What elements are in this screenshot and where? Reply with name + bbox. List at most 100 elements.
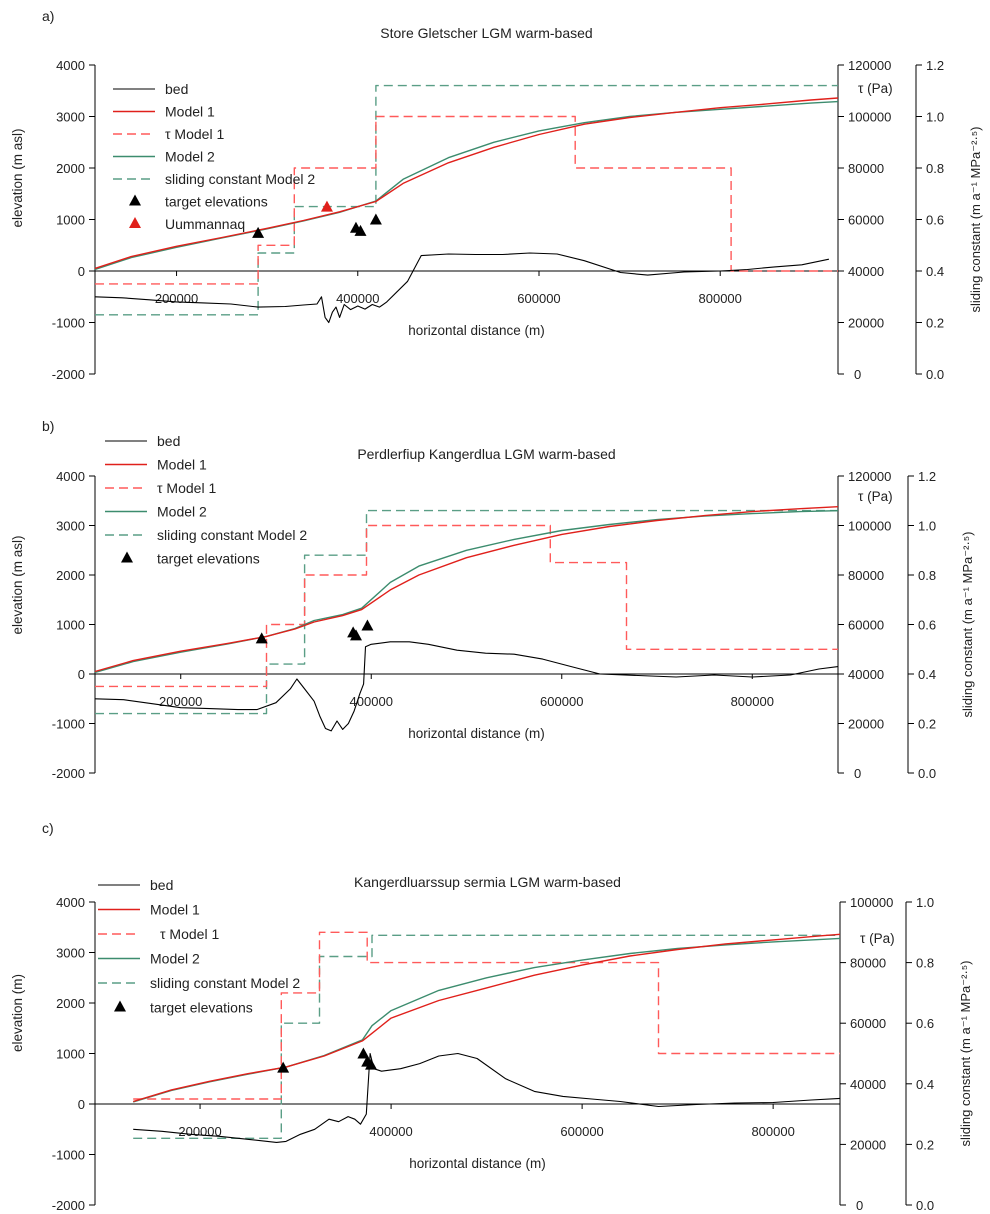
tau-axis-tick-label: 40000 [848,667,884,682]
x-axis-tick-label: 800000 [699,291,742,306]
series-line-bed [133,1052,841,1143]
x-axis-tick-label: 800000 [751,1124,794,1139]
tau-axis-tick-label: 80000 [848,568,884,583]
sliding-axis-tick-label: 1.0 [918,519,936,534]
series-line-model-1 [95,524,838,688]
legend-label: sliding constant Model 2 [150,975,300,991]
x-axis-label: horizontal distance (m) [408,726,545,741]
x-axis-label: horizontal distance (m) [409,1156,546,1171]
chart-panel-c: c) Kangerdluarssup sermia LGM warm-based -… [10,820,973,1213]
series-line-model-1 [95,115,838,285]
legend-label: Model 1 [165,104,215,120]
sliding-axis-label: sliding constant (m a⁻¹ MPa⁻²·⁵) [960,532,975,718]
legend-item: Model 1 [98,902,200,918]
left-axis-tick-label: 1000 [56,213,85,228]
legend-item: τ Model 1 [105,480,216,496]
tau-axis-tick-label: 20000 [848,316,884,331]
left-axis-tick-label: 3000 [56,110,85,125]
series-line-model-1 [132,933,841,1103]
legend-label: Uummannaq [165,216,245,232]
x-axis-tick-label: 200000 [178,1124,221,1139]
sliding-axis-label: sliding constant (m a⁻¹ MPa⁻²·⁵) [958,961,973,1147]
tau-axis-tick-label: 0 [854,766,861,781]
legend-item: Uummannaq [165,216,245,232]
left-axis-tick-label: 2000 [56,568,85,583]
legend-marker-uummannaq [129,217,141,228]
left-axis-tick-label: -1000 [52,316,85,331]
legend-item: target elevations [157,551,260,567]
legend-label: bed [165,81,188,97]
series-line-bed [94,641,839,732]
legend-item: bed [98,877,173,893]
legend-marker-target [114,1000,126,1012]
legend-item: Model 2 [98,951,200,967]
legend-item: Model 1 [105,457,207,473]
y-axis-label: elevation (m asl) [10,535,25,634]
x-axis-tick-label: 400000 [350,694,393,709]
target-elevation-marker [350,629,363,641]
target-elevation-marker [365,1058,378,1070]
sliding-axis-tick-label: 0.2 [926,316,944,331]
target-elevation-marker [252,226,265,238]
legend-label: Model 1 [150,902,200,918]
tau-axis-tick-label: 20000 [848,717,884,732]
y-axis-label: elevation (m) [10,974,25,1052]
legend-item: τ Model 1 [98,926,219,942]
tau-axis-tick-label: 40000 [850,1077,886,1092]
left-axis-tick-label: -2000 [52,367,85,382]
left-axis-tick-label: 2000 [56,161,85,176]
legend-label: Model 1 [157,457,207,473]
tau-axis-tick-label: 80000 [848,161,884,176]
sliding-axis-tick-label: 0.8 [926,161,944,176]
sliding-axis-tick-label: 0.4 [916,1077,934,1092]
legend-item: sliding constant Model 2 [105,527,307,543]
sliding-axis-tick-label: 0.6 [916,1016,934,1031]
legend-item: bed [113,81,188,97]
chart-title: Store Gletscher LGM warm-based [380,25,592,41]
legend-label: target elevations [165,194,268,210]
left-axis-tick-label: 0 [78,1097,85,1112]
tau-axis-label: τ (Pa) [858,81,893,96]
target-elevation-marker [357,1047,370,1059]
sliding-axis-tick-label: 0.0 [926,367,944,382]
uummannaq-marker [320,200,333,212]
legend-label: Model 2 [157,504,207,520]
tau-axis-tick-label: 40000 [848,264,884,279]
sliding-axis-tick-label: 0.4 [918,667,936,682]
target-elevation-marker [361,619,374,631]
chart-title: Perdlerfiup Kangerdlua LGM warm-based [357,446,615,462]
sliding-axis-tick-label: 0.8 [916,956,934,971]
tau-axis-tick-label: 100000 [848,110,891,125]
legend-item: sliding constant Model 2 [98,975,300,991]
sliding-axis-tick-label: 0.6 [918,618,936,633]
sliding-axis-label: sliding constant (m a⁻¹ MPa⁻²·⁵) [968,127,983,313]
panel-label: a) [42,8,54,24]
tau-axis-label: τ (Pa) [860,931,895,946]
legend-label: τ Model 1 [160,926,219,942]
left-axis-tick-label: -2000 [52,766,85,781]
left-axis-tick-label: 4000 [56,469,85,484]
tau-axis-tick-label: 120000 [848,469,891,484]
legend-label: sliding constant Model 2 [165,171,315,187]
left-axis-tick-label: 4000 [56,895,85,910]
tau-axis-tick-label: 120000 [848,58,891,73]
target-elevation-marker [255,632,268,644]
target-elevation-marker [354,224,367,236]
legend-item: target elevations [165,194,268,210]
left-axis-tick-label: 4000 [56,58,85,73]
left-axis-tick-label: -1000 [52,717,85,732]
sliding-axis-tick-label: 0.8 [918,568,936,583]
tau-axis-label: τ (Pa) [858,489,893,504]
sliding-axis-tick-label: 1.2 [926,58,944,73]
target-elevation-marker [369,213,382,225]
chart-title: Kangerdluarssup sermia LGM warm-based [354,874,621,890]
left-axis-tick-label: 1000 [56,1047,85,1062]
sliding-axis-tick-label: 0.0 [918,766,936,781]
legend-label: sliding constant Model 2 [157,527,307,543]
legend-label: Model 2 [150,951,200,967]
tau-axis-tick-label: 80000 [850,956,886,971]
tau-axis-tick-label: 20000 [850,1137,886,1152]
sliding-axis-tick-label: 1.0 [916,895,934,910]
panel-label: b) [42,418,54,434]
